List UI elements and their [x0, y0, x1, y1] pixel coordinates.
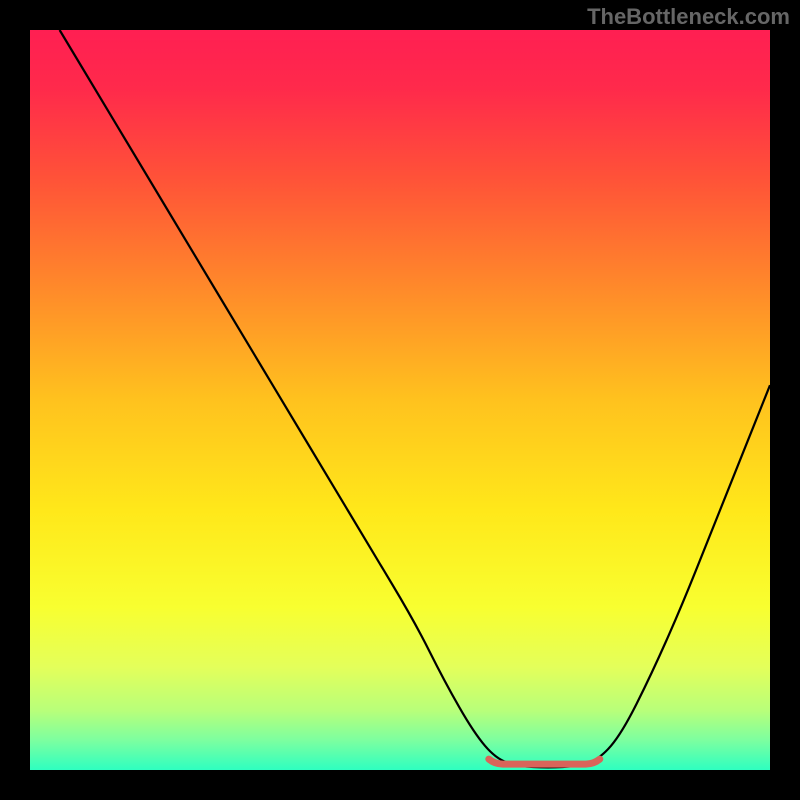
chart-svg — [0, 0, 800, 800]
watermark-text: TheBottleneck.com — [587, 4, 790, 30]
bottleneck-chart: TheBottleneck.com — [0, 0, 800, 800]
